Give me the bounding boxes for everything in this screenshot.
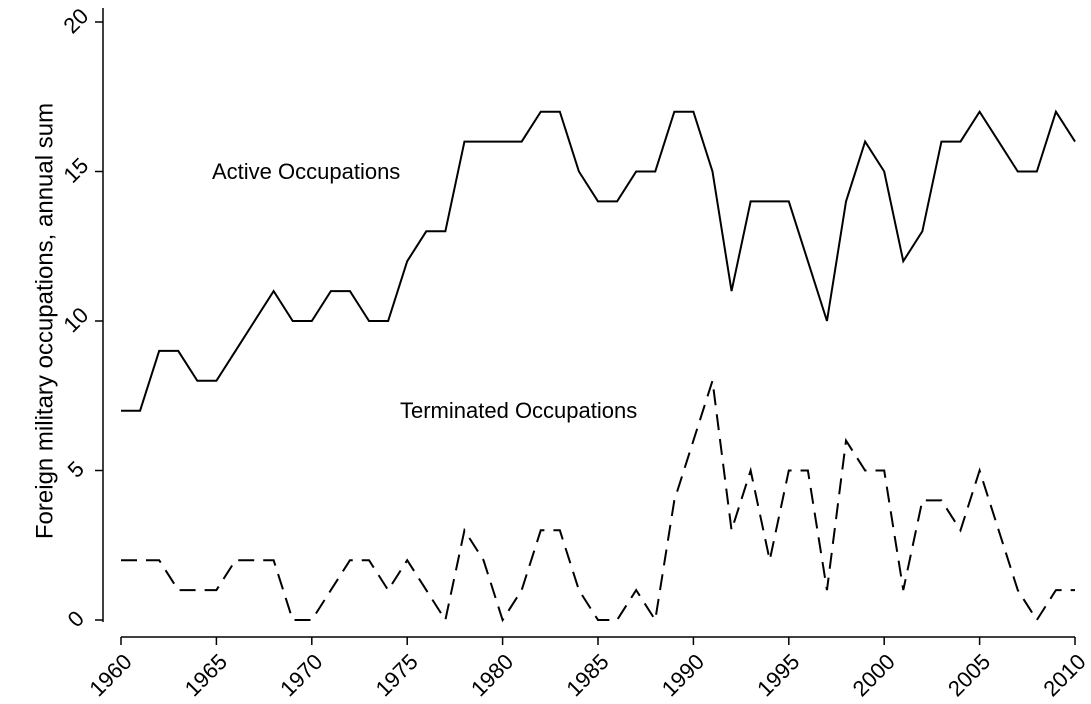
- y-axis-label: Foreign military occupations, annual sum: [31, 103, 58, 539]
- x-tick-label: 1975: [371, 649, 423, 701]
- y-tick-label: 10: [58, 302, 93, 337]
- x-tick-label: 1960: [84, 649, 136, 701]
- y-tick-label: 15: [58, 153, 93, 188]
- y-tick-label: 0: [63, 606, 89, 632]
- x-tick-label: 1995: [752, 649, 804, 701]
- series-label: Active Occupations: [212, 159, 400, 184]
- y-tick-label: 20: [58, 3, 93, 38]
- x-tick-label: 1990: [657, 649, 709, 701]
- x-tick-label: 2005: [943, 649, 995, 701]
- series-line: [121, 380, 1075, 623]
- x-tick-label: 1970: [275, 649, 327, 701]
- x-tick-label: 1965: [180, 649, 232, 701]
- series-label: Terminated Occupations: [400, 398, 637, 423]
- x-tick-label: 2010: [1038, 649, 1090, 701]
- x-tick-label: 1980: [466, 649, 518, 701]
- y-tick-label: 5: [63, 456, 89, 482]
- series-line: [121, 109, 1076, 412]
- x-tick-label: 1985: [561, 649, 613, 701]
- x-tick-label: 2000: [848, 649, 900, 701]
